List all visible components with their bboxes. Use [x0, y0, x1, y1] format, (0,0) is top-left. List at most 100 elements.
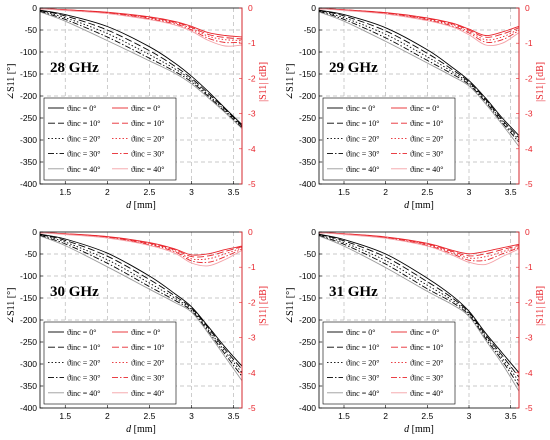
legend-box: [322, 97, 456, 181]
right-tick-label: 0: [248, 227, 253, 237]
phase-line-20deg: [318, 10, 520, 141]
right-tick-label: -4: [248, 144, 256, 154]
legend-label-phase: ϑinc = 40°: [67, 165, 100, 174]
legend-label-magnitude: ϑinc = 10°: [131, 119, 164, 128]
magnitude-line-40deg: [39, 232, 243, 267]
x-tick-label: 1.5: [338, 411, 350, 421]
y-axis-label-right: |S11| [dB]: [535, 62, 546, 102]
phase-line-40deg: [39, 235, 243, 381]
x-tick-label: 3: [467, 411, 472, 421]
legend-box: [43, 97, 177, 181]
right-tick-label: -4: [525, 368, 533, 378]
left-tick-label: -350: [20, 381, 37, 391]
right-tick-label: -1: [248, 38, 256, 48]
left-tick-label: -150: [299, 69, 316, 79]
legend-label-phase: ϑinc = 0°: [67, 328, 96, 337]
phase-line-40deg: [318, 235, 520, 392]
left-tick-label: -400: [20, 403, 37, 413]
x-tick-label: 2.5: [144, 187, 156, 197]
x-tick-label: 2: [383, 187, 388, 197]
x-tick-label: 1.5: [59, 187, 71, 197]
frequency-label: 29 GHz: [329, 60, 378, 76]
phase-line-0deg: [318, 9, 520, 136]
legend-label-phase: ϑinc = 20°: [67, 358, 100, 367]
x-tick-label: 3.5: [505, 411, 517, 421]
x-tick-label: 1.5: [59, 411, 71, 421]
chart-panel-1: 0 -50 -100 -150 -200 -250 -300 -350 -400 0 -1 -2 -3 -…: [6, 3, 269, 211]
magnitude-line-40deg: [39, 8, 243, 47]
legend-label-phase: ϑinc = 30°: [346, 374, 379, 383]
legend-box: [322, 321, 456, 405]
x-tick-label: 3: [189, 187, 194, 197]
legend-label-phase: ϑinc = 10°: [346, 119, 379, 128]
legend-label-magnitude: ϑinc = 30°: [131, 374, 164, 383]
phase-line-10deg: [318, 10, 520, 139]
right-tick-label: 0: [248, 3, 253, 13]
left-tick-label: -300: [299, 359, 316, 369]
legend-label-magnitude: ϑinc = 40°: [410, 165, 443, 174]
x-axis-label: d [mm]: [126, 200, 156, 211]
right-tick-label: -3: [248, 109, 256, 119]
legend-label-phase: ϑinc = 0°: [346, 104, 375, 113]
legend-label-phase: ϑinc = 30°: [346, 150, 379, 159]
y-axis-label-left: ∠S11 [°]: [6, 64, 17, 101]
frequency-label: 28 GHz: [50, 60, 99, 76]
x-axis-label: d [mm]: [126, 424, 156, 435]
chart-panel-3: 0 -50 -100 -150 -200 -250 -300 -350 -400 0 -1 -2 -3 -…: [6, 227, 269, 435]
legend-label-magnitude: ϑinc = 30°: [410, 374, 443, 383]
left-tick-label: -100: [299, 47, 316, 57]
legend-label-magnitude: ϑinc = 0°: [131, 328, 160, 337]
right-tick-label: 0: [525, 3, 530, 13]
y-axis-label-left: ∠S11 [°]: [285, 288, 296, 325]
phase-line-40deg: [39, 11, 243, 129]
legend-label-phase: ϑinc = 0°: [67, 104, 96, 113]
left-tick-label: -400: [299, 403, 316, 413]
left-tick-label: -300: [20, 135, 37, 145]
y-axis-label-left: ∠S11 [°]: [285, 64, 296, 101]
left-tick-label: -250: [299, 337, 316, 347]
magnitude-line-40deg: [318, 8, 520, 47]
left-tick-label: -200: [20, 315, 37, 325]
y-axis-label-right: |S11| [dB]: [535, 286, 546, 326]
right-tick-label: -1: [525, 38, 533, 48]
phase-line-0deg: [39, 233, 243, 367]
right-tick-label: -1: [525, 262, 533, 272]
phase-line-10deg: [39, 10, 243, 127]
legend-label-magnitude: ϑinc = 10°: [410, 343, 443, 352]
right-tick-label: -4: [525, 144, 533, 154]
left-tick-label: 0: [32, 3, 37, 13]
magnitude-line-40deg: [318, 232, 520, 266]
left-tick-label: -400: [299, 179, 316, 189]
legend-label-phase: ϑinc = 10°: [346, 343, 379, 352]
phase-line-0deg: [39, 9, 243, 125]
phase-line-30deg: [318, 11, 520, 143]
x-tick-label: 2.5: [144, 411, 156, 421]
legend-label-phase: ϑinc = 30°: [67, 150, 100, 159]
right-tick-label: -2: [248, 73, 256, 83]
right-tick-label: -3: [248, 333, 256, 343]
x-tick-label: 3: [189, 411, 194, 421]
x-tick-label: 2.5: [421, 411, 433, 421]
legend-label-phase: ϑinc = 10°: [67, 119, 100, 128]
left-tick-label: -350: [299, 381, 316, 391]
phase-line-10deg: [39, 234, 243, 370]
legend-label-magnitude: ϑinc = 10°: [131, 343, 164, 352]
phase-line-0deg: [318, 233, 520, 374]
legend-label-magnitude: ϑinc = 30°: [410, 150, 443, 159]
x-tick-label: 3.5: [228, 187, 240, 197]
phase-line-20deg: [318, 234, 520, 382]
right-tick-label: -5: [248, 179, 256, 189]
right-tick-label: -2: [248, 297, 256, 307]
x-tick-label: 2: [105, 187, 110, 197]
right-tick-label: -3: [525, 109, 533, 119]
legend-label-magnitude: ϑinc = 0°: [131, 104, 160, 113]
left-tick-label: -300: [299, 135, 316, 145]
right-tick-label: -5: [248, 403, 256, 413]
phase-line-30deg: [39, 11, 243, 129]
y-axis-label-left: ∠S11 [°]: [6, 288, 17, 325]
right-tick-label: -5: [525, 403, 533, 413]
phase-line-30deg: [39, 235, 243, 377]
chart-panel-4: 0 -50 -100 -150 -200 -250 -300 -350 -400 0 -1 -2 -3 -…: [285, 227, 546, 435]
